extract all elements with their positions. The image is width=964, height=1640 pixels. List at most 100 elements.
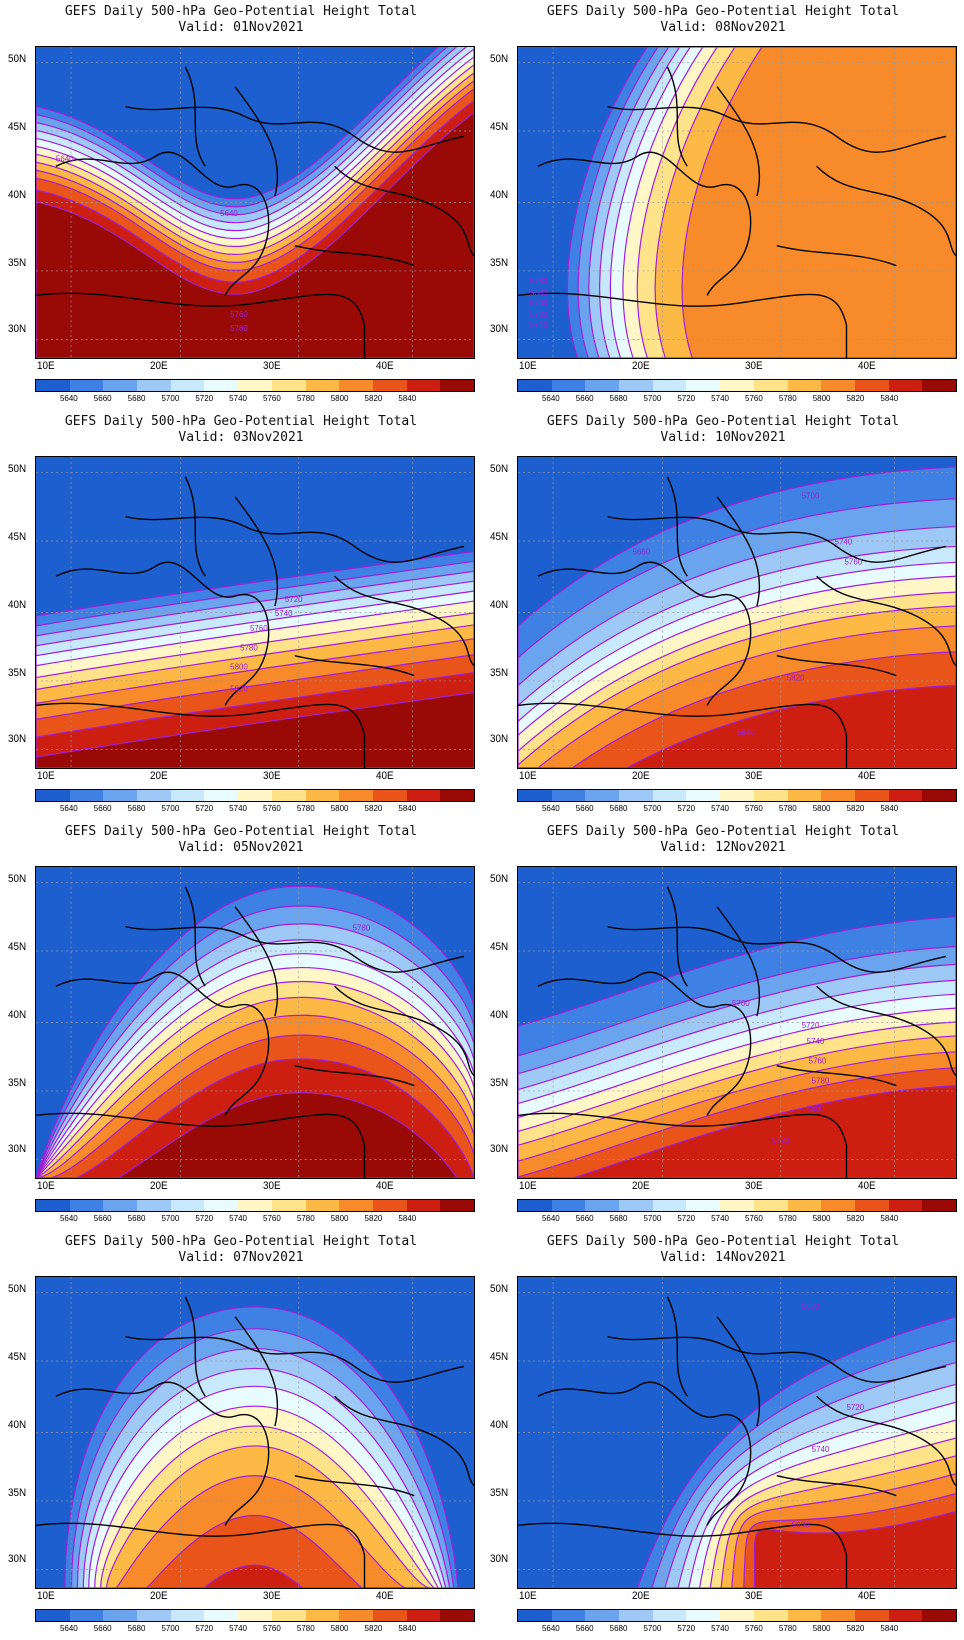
contour-value-label: 5740 [275,609,293,618]
colorbar-swatch [339,790,373,801]
colorbar-swatch [686,1200,721,1211]
colorbar-swatch [619,1610,653,1621]
colorbar-label: 5820 [846,394,865,403]
colorbar-label: 5740 [229,1624,247,1633]
colorbar-swatch [103,790,138,801]
coastline-border [716,496,761,607]
panel-title: GEFS Daily 500-hPa Geo-Potential Height … [482,824,964,856]
latitude-tick-label: 45N [490,531,509,543]
latitude-tick-label: 35N [8,257,27,269]
coastline-border [36,702,366,768]
colorbar-swatch [238,1610,272,1621]
colorbar-label: 5760 [745,804,763,813]
colorbar-label: 5800 [812,1624,831,1633]
coastline-border [184,476,206,577]
colorbar-swatch [406,1610,441,1621]
colorbar-swatch [305,790,340,801]
latitude-tick-label: 45N [8,531,27,543]
contour-value-label: 5660 [632,547,650,556]
colorbar-label: 5720 [195,1214,214,1223]
colorbar-label: 5740 [229,804,247,813]
coastline-border [36,1112,366,1178]
coastline-border [607,515,947,563]
contour-value-label: 5760 [230,310,248,319]
colorbar-label: 5760 [745,1214,763,1223]
coastline-border [607,925,947,973]
colorbar-label: 5740 [711,1624,729,1633]
colorbar-label: 5820 [364,394,383,403]
latitude-tick-label: 45N [490,121,509,133]
coastline-border [607,105,947,153]
coastline-border [537,1381,752,1526]
coastline-border [537,151,752,296]
colorbar-swatch [305,380,340,391]
latitude-tick-label: 45N [490,941,509,953]
colorbar-label: 5640 [541,1624,560,1633]
latitude-tick-label: 35N [490,257,509,269]
coastline-border [234,496,279,607]
colorbar-label: 5660 [93,394,112,403]
coastline-border [518,292,848,358]
colorbar-swatch [787,1610,822,1621]
colorbar-swatch [103,1200,138,1211]
contour-value-label: 5680 [802,1302,820,1311]
contour-value-label: 5780 [240,644,258,653]
latitude-tick-label: 40N [8,189,27,201]
colorbar-label: 5660 [93,804,112,813]
contour-value-label: 5800 [792,1520,810,1529]
latitude-tick-label: 40N [8,1419,27,1431]
longitude-tick-label: 20E [149,770,168,782]
longitude-tick-label: 40E [857,770,876,782]
longitude-tick-label: 20E [149,1590,168,1602]
colorbar-label: 5800 [330,1214,349,1223]
coastline-border [716,86,761,197]
colorbar-swatch [753,790,788,801]
colorbar-label: 5740 [229,394,247,403]
colorbar-swatch [103,380,138,391]
colorbar-label: 5680 [609,1214,628,1223]
geopotential-height-map: 5640 5640 5760 5780 [35,46,475,359]
map-panel: GEFS Daily 500-hPa Geo-Potential Height … [482,410,964,820]
colorbar-swatch [372,1610,407,1621]
contour-value-label: 5740 [807,1037,825,1046]
colorbar-label: 5840 [398,804,417,813]
contour-value-label: 5740 [812,1445,830,1454]
coastline-border [334,1395,474,1487]
contour-value-label: 5720 [802,1021,820,1030]
panel-valid-date: Valid: 10Nov2021 [660,430,786,445]
contour-value-label: 5780 [230,324,248,333]
latitude-tick-label: 50N [490,53,509,65]
latitude-tick-label: 40N [8,1009,27,1021]
coastline-border [518,1522,848,1588]
panel-valid-date: Valid: 14Nov2021 [660,1250,786,1265]
coastline-border [125,515,465,563]
colorbar-label: 5720 [677,1214,696,1223]
filled-contour-band [36,111,474,358]
colorbar-swatch [271,1200,306,1211]
colorbar-label: 5840 [880,1214,899,1223]
contour-value-label: 5640 [56,154,74,163]
colorbar-label: 5680 [127,394,146,403]
colorbar-swatch [305,1610,340,1621]
colorbar-label: 5680 [609,1624,628,1633]
colorbar-swatch [518,1610,552,1621]
latitude-tick-label: 45N [8,121,27,133]
contour-field: 5720 5740 5760 5780 5800 5820 [36,457,474,768]
map-panel: GEFS Daily 500-hPa Geo-Potential Height … [482,820,964,1230]
longitude-tick-label: 10E [518,1590,537,1602]
coastline-border [334,985,474,1077]
colorbar-label: 5760 [263,1624,281,1633]
colorbar-label: 5780 [778,804,797,813]
colorbar-label: 5640 [541,394,560,403]
coastline-border [716,1316,761,1427]
latitude-tick-label: 30N [8,1553,27,1565]
coastline-border [816,165,956,257]
longitude-tick-label: 30E [262,1180,281,1192]
colorbar-label: 5780 [778,394,797,403]
longitude-tick-label: 30E [744,360,763,372]
geopotential-height-map: 5720 5740 5760 5780 5800 5820 [35,456,475,769]
contour-field: 5700 5740 5760 5660 5820 5840 [518,457,956,768]
latitude-tick-label: 30N [490,1553,509,1565]
colorbar-swatch [854,380,889,391]
